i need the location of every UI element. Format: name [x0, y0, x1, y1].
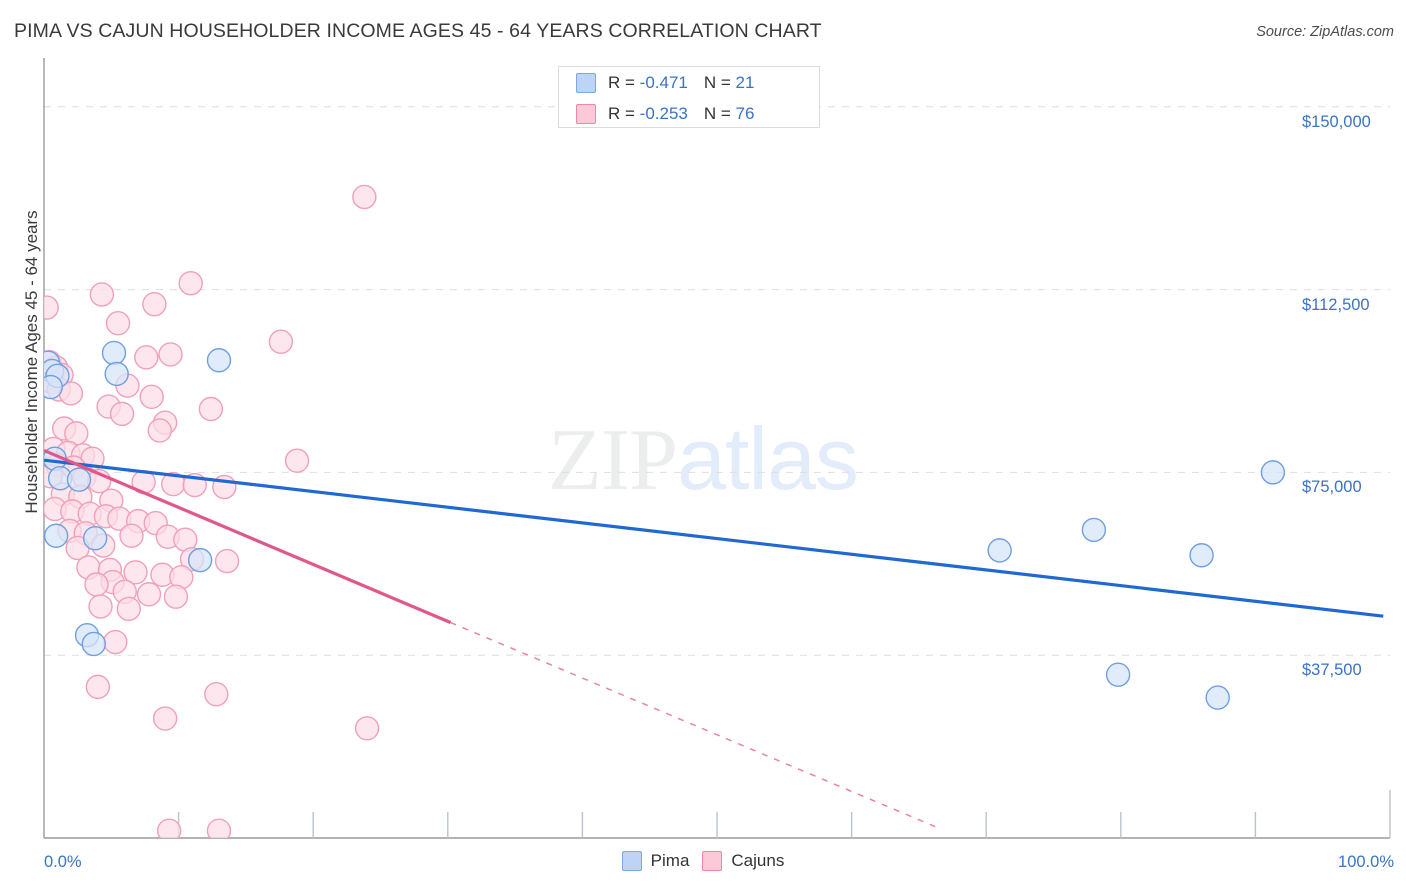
- data-point-cajuns: [206, 818, 232, 838]
- cajuns-legend-swatch-icon: [702, 851, 723, 871]
- zipatlas-watermark: ZIPatlas: [548, 408, 859, 511]
- data-point-cajuns: [134, 345, 159, 370]
- data-point-cajuns: [116, 596, 142, 622]
- data-point-pima: [187, 547, 213, 573]
- data-point-pima: [82, 525, 108, 551]
- data-point-cajuns: [158, 342, 183, 367]
- y-tick-label-75000: $75,000: [1302, 478, 1362, 497]
- stats-row-pima: R = -0.471 N = 21: [559, 67, 819, 98]
- data-point-cajuns: [85, 674, 111, 700]
- trendline-cajuns: [44, 448, 452, 624]
- y-tick-label-37500: $37,500: [1302, 661, 1362, 680]
- data-point-pima: [1205, 685, 1230, 710]
- pima-stats-text: R = -0.471 N = 21: [608, 73, 754, 93]
- y-tick-label-150000: $150,000: [1302, 112, 1371, 131]
- watermark-atlas: atlas: [677, 409, 859, 508]
- data-point-cajuns: [156, 818, 182, 838]
- cajuns-r-label: R =: [608, 103, 640, 123]
- data-point-cajuns: [105, 311, 131, 336]
- pima-r-value: -0.471: [639, 72, 688, 92]
- data-point-cajuns: [178, 271, 203, 296]
- y-tick-label-112500: $112,500: [1302, 295, 1370, 314]
- data-point-cajuns: [103, 629, 128, 655]
- cajuns-n-label: N =: [703, 103, 736, 123]
- data-point-cajuns: [123, 560, 148, 585]
- data-point-pima: [66, 467, 92, 492]
- legend-item-cajuns[interactable]: Cajuns: [702, 851, 784, 871]
- trendline-cajuns-extrapolated: [450, 621, 940, 829]
- data-point-cajuns: [352, 184, 377, 210]
- data-point-cajuns: [284, 448, 310, 473]
- data-point-cajuns: [147, 418, 172, 443]
- data-point-cajuns: [88, 594, 113, 619]
- pima-r-label: R =: [608, 72, 640, 92]
- data-point-pima: [101, 340, 127, 366]
- data-point-cajuns: [204, 681, 229, 707]
- legend-label-cajuns: Cajuns: [731, 851, 785, 870]
- data-point-cajuns: [44, 295, 59, 320]
- stats-row-cajuns: R = -0.253 N = 76: [559, 98, 819, 129]
- data-point-pima: [206, 348, 232, 373]
- cajuns-swatch-icon: [576, 103, 596, 124]
- data-point-cajuns: [119, 523, 144, 548]
- correlation-stats-box: R = -0.471 N = 21 R = -0.253 N = 76: [558, 66, 820, 128]
- data-point-cajuns: [139, 384, 164, 410]
- x-tick-label-min: 0.0%: [44, 853, 82, 871]
- data-point-cajuns: [198, 396, 224, 422]
- data-point-cajuns: [354, 716, 380, 741]
- data-point-pima: [44, 523, 69, 548]
- cajuns-stats-text: R = -0.253 N = 76: [608, 104, 754, 124]
- data-point-pima: [987, 538, 1012, 563]
- pima-legend-swatch-icon: [621, 851, 642, 871]
- data-point-pima: [1189, 543, 1214, 568]
- pima-n-label: N =: [703, 72, 736, 92]
- data-point-pima: [1105, 662, 1131, 687]
- watermark-zip: ZIP: [548, 412, 678, 509]
- data-point-cajuns: [142, 291, 167, 317]
- data-point-cajuns: [89, 282, 115, 307]
- data-point-cajuns: [152, 706, 178, 731]
- trendline-pima: [44, 458, 1384, 618]
- cajuns-r-value: -0.253: [639, 103, 688, 123]
- data-point-cajuns: [214, 548, 240, 574]
- legend-label-pima: Pima: [650, 851, 690, 870]
- data-point-pima: [104, 361, 129, 387]
- x-tick-label-max: 100.0%: [1338, 853, 1394, 871]
- data-point-pima: [1081, 517, 1107, 543]
- data-point-cajuns: [163, 584, 189, 609]
- pima-swatch-icon: [576, 72, 596, 93]
- pima-n-value: 21: [735, 72, 755, 92]
- source-attribution: Source: ZipAtlas.com: [1256, 24, 1394, 40]
- page-title: PIMA VS CAJUN HOUSEHOLDER INCOME AGES 45…: [14, 20, 822, 42]
- data-point-pima: [81, 631, 107, 657]
- legend-item-pima[interactable]: Pima: [621, 851, 690, 871]
- data-point-cajuns: [136, 582, 162, 607]
- data-point-pima: [44, 374, 63, 400]
- data-point-cajuns: [268, 329, 294, 354]
- data-point-cajuns: [109, 401, 135, 427]
- data-point-pima: [1260, 460, 1286, 485]
- data-point-cajuns: [84, 572, 109, 597]
- cajuns-n-value: 76: [735, 103, 755, 123]
- chart-legend: Pima Cajuns: [0, 851, 1406, 871]
